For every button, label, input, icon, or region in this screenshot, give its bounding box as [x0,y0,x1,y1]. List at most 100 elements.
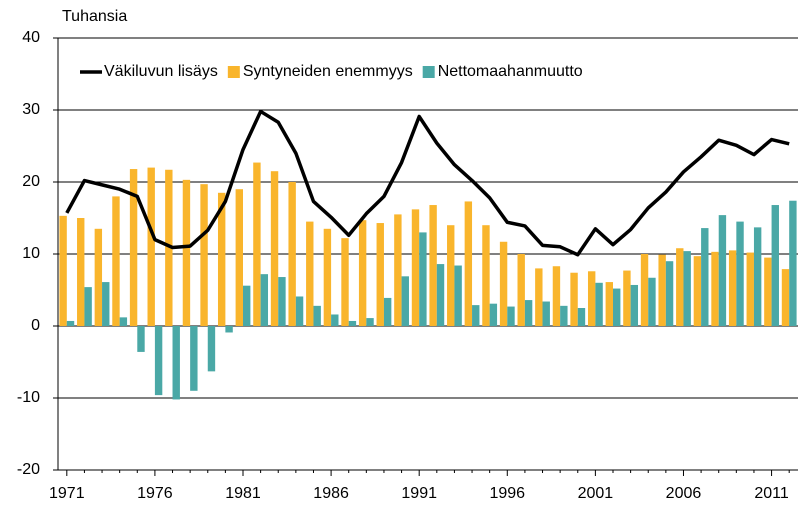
bar [394,214,402,326]
legend-swatch [227,66,240,78]
x-tick-label: 2011 [754,485,789,502]
bar [648,277,656,326]
bar [560,305,568,326]
bar [59,215,67,326]
bar [701,228,709,326]
bar [278,277,286,326]
y-tick-label: 40 [22,29,40,46]
bar [665,261,674,326]
bar [789,200,797,326]
bar [147,167,155,326]
bar [260,274,269,326]
bar [464,201,473,326]
bar [77,218,85,326]
bar [137,326,145,352]
bar [472,305,480,326]
bar [507,306,515,326]
y-tick-label: -10 [17,389,40,406]
bar [605,282,613,326]
bar [728,250,737,326]
bar [570,272,578,326]
y-tick-label: 0 [31,317,40,334]
bar [524,300,533,326]
bar [154,326,163,396]
x-tick-label: 1996 [489,485,525,502]
bar [112,196,120,326]
bar [243,285,251,326]
bar [129,169,138,326]
bar [323,228,332,326]
bar [366,318,374,326]
bar [736,221,744,326]
bar [429,205,437,326]
bar [436,264,445,326]
bar [454,265,462,326]
bar [517,254,525,326]
bar [718,215,727,326]
y-tick-label: 10 [22,245,40,262]
bar [552,266,561,326]
bar [693,256,702,326]
bar [94,228,103,326]
bar [383,297,392,326]
bar [295,296,304,326]
bar [577,308,586,326]
bar [401,276,409,326]
x-tick-label: 1981 [225,485,261,502]
bar [102,282,110,326]
bar [482,225,490,326]
y-tick-label: 30 [22,101,40,118]
bar [253,162,261,326]
legend-label: Syntyneiden enemmyys [243,63,413,80]
bar [341,238,349,326]
bar [499,241,508,326]
legend-label: Nettomaahanmuutto [438,63,583,80]
bar [419,232,427,326]
bar [746,252,754,326]
bar [270,171,279,326]
y-tick-label: -20 [17,461,40,478]
x-tick-label: 2001 [578,485,614,502]
bar [613,288,621,326]
bar [217,192,226,326]
bar [66,320,75,326]
legend-label: Väkiluvun lisäys [104,63,218,80]
line [65,109,790,257]
bar [288,182,296,326]
bar [84,287,92,326]
bar [313,305,321,326]
bar [630,284,639,326]
bar [447,225,455,326]
bar [182,179,191,326]
bar [172,326,180,400]
bar [489,303,498,326]
bar [190,326,198,391]
bar [119,317,128,326]
bar [165,169,173,326]
bar [683,251,691,326]
x-tick-label: 1971 [49,485,85,502]
bar [595,282,603,326]
bar [207,326,216,372]
y-axis-label: Tuhansia [62,8,127,25]
bar [225,326,233,333]
bar [658,254,666,326]
bar [376,223,384,326]
legend-swatch [422,66,435,78]
bar [587,271,596,326]
bar [640,254,649,326]
bar [358,220,367,326]
bar [753,227,762,326]
bar [348,320,357,326]
bar [676,248,684,326]
x-tick-label: 1986 [313,485,349,502]
bar [771,205,779,326]
bar [711,251,719,326]
bar [411,209,420,326]
x-tick-label: 1976 [137,485,173,502]
y-tick-label: 20 [22,173,40,190]
bar [764,257,772,326]
bar [200,184,208,326]
bar [331,314,339,326]
